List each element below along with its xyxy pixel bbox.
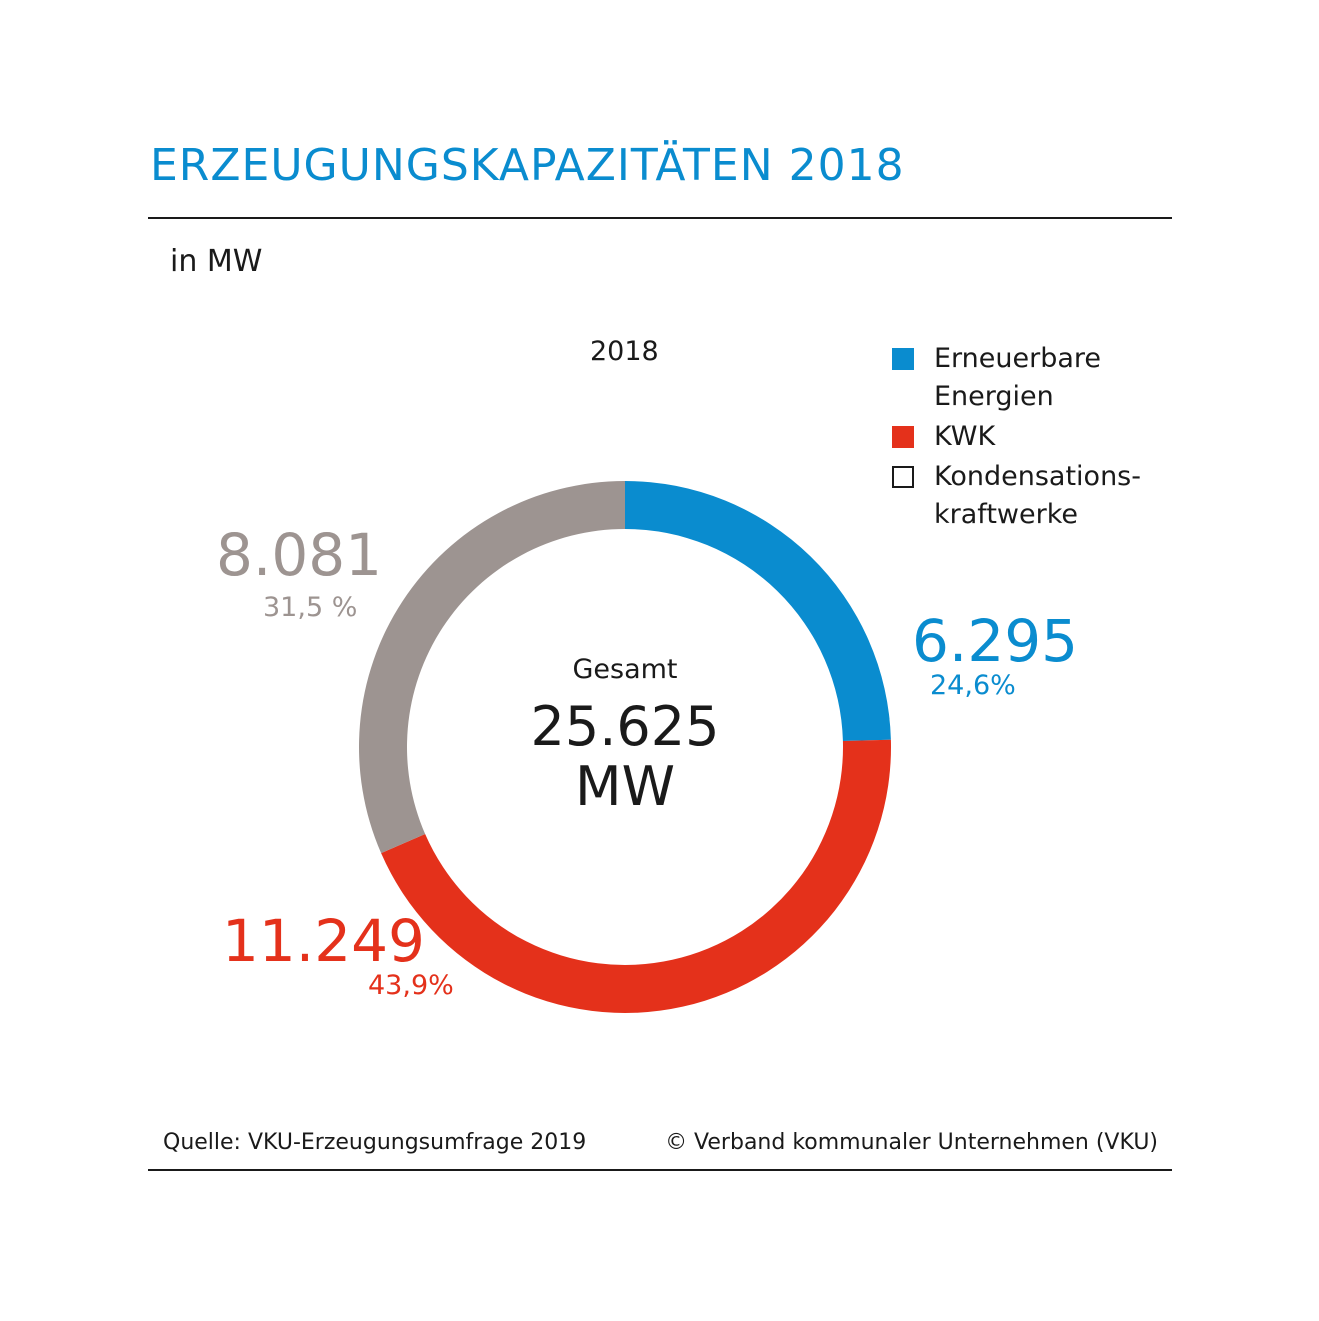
slice-kondensation — [359, 481, 625, 854]
top-divider — [148, 217, 1172, 219]
legend-swatch-kwk — [892, 426, 914, 448]
legend: Erneuerbare Energien KWK Kondensations- … — [892, 340, 1141, 536]
value-label-kwk: 11.249 — [222, 907, 425, 975]
unit-label: in MW — [170, 244, 263, 279]
legend-label-kondensation: Kondensations- kraftwerke — [934, 461, 1141, 530]
slice-kwk — [381, 739, 891, 1014]
legend-item-kondensation: Kondensations- kraftwerke — [892, 458, 1141, 534]
legend-swatch-erneuerbare — [892, 348, 914, 370]
total-caption: Gesamt — [572, 654, 678, 685]
year-label: 2018 — [590, 336, 659, 367]
legend-swatch-kondensation — [892, 466, 914, 488]
percent-label-kwk: 43,9% — [368, 970, 454, 1001]
legend-item-erneuerbare: Erneuerbare Energien — [892, 340, 1141, 416]
total-unit: MW — [575, 755, 675, 818]
copyright-note: © Verband kommunaler Unternehmen (VKU) — [665, 1130, 1158, 1155]
bottom-divider — [148, 1169, 1172, 1171]
legend-label-erneuerbare: Erneuerbare Energien — [934, 343, 1102, 412]
slice-erneuerbare — [625, 481, 891, 742]
source-note: Quelle: VKU-Erzeugungsumfrage 2019 — [163, 1130, 587, 1155]
percent-label-erneuerbare: 24,6% — [930, 670, 1016, 701]
value-label-erneuerbare: 6.295 — [912, 607, 1079, 675]
legend-item-kwk: KWK — [892, 418, 1141, 456]
chart-title: ERZEUGUNGSKAPAZITÄTEN 2018 — [150, 140, 905, 191]
percent-label-kondensation: 31,5 % — [263, 592, 358, 623]
legend-label-kwk: KWK — [934, 421, 996, 452]
total-value: 25.625 — [530, 695, 720, 758]
value-label-kondensation: 8.081 — [216, 521, 383, 589]
